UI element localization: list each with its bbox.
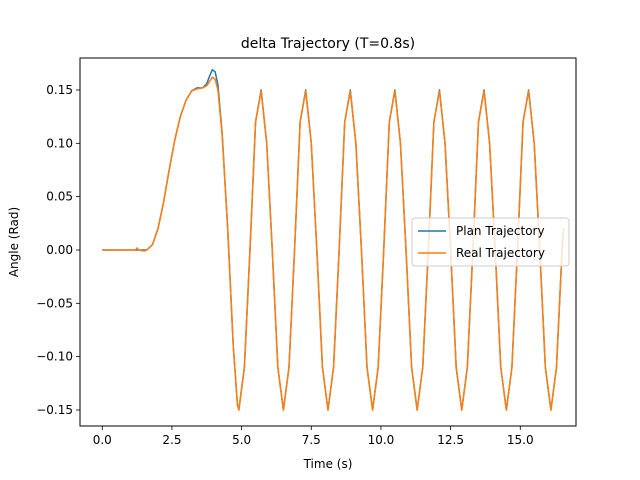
x-axis-ticks: 0.0 2.5 5.0 7.5 10.0 12.5 15.0 <box>93 426 534 447</box>
x-tick-label: 7.5 <box>302 433 321 447</box>
y-tick-label: 0.10 <box>46 136 73 150</box>
y-tick-label: −0.05 <box>36 296 73 310</box>
x-tick-label: 15.0 <box>507 433 534 447</box>
y-tick-label: −0.15 <box>36 403 73 417</box>
x-axis-label: Time (s) <box>303 457 353 471</box>
legend-label-plan: Plan Trajectory <box>456 224 545 238</box>
series-line-real <box>102 76 565 411</box>
y-tick-label: 0.00 <box>46 243 73 257</box>
y-tick-label: 0.15 <box>46 83 73 97</box>
x-tick-label: 5.0 <box>232 433 251 447</box>
legend-label-real: Real Trajectory <box>456 246 545 260</box>
legend-box <box>411 217 570 267</box>
x-tick-label: 0.0 <box>93 433 112 447</box>
y-tick-label: 0.05 <box>46 190 73 204</box>
y-axis-ticks: −0.15 −0.10 −0.05 0.00 0.05 0.10 0.15 <box>36 83 80 417</box>
legend: Plan Trajectory Real Trajectory <box>411 217 570 267</box>
y-tick-label: −0.10 <box>36 350 73 364</box>
series-layer <box>102 68 565 411</box>
y-axis-label: Angle (Rad) <box>7 207 21 277</box>
x-tick-label: 10.0 <box>368 433 395 447</box>
x-tick-label: 2.5 <box>162 433 181 447</box>
x-tick-label: 12.5 <box>437 433 464 447</box>
chart-title: delta Trajectory (T=0.8s) <box>241 36 415 52</box>
plot-frame <box>79 57 577 427</box>
